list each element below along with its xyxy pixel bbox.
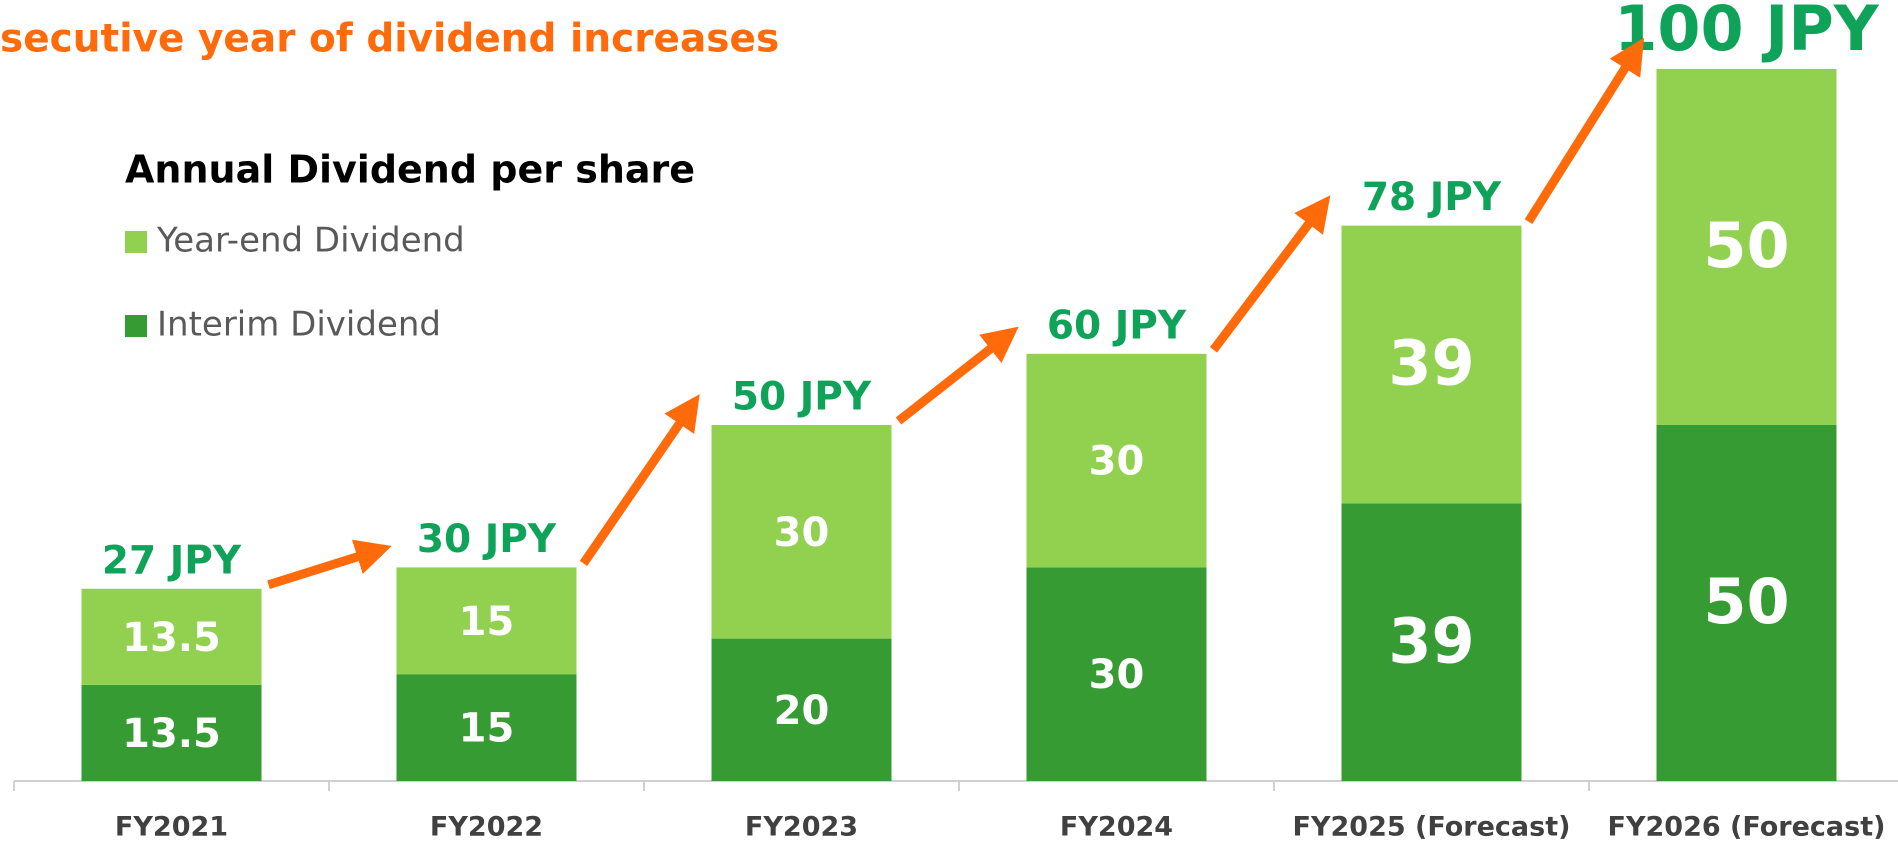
bar-segment: [1341, 225, 1522, 504]
bar-segment: [1026, 567, 1207, 781]
total-label: 27 JPY: [102, 538, 242, 583]
x-tick-label: FY2023: [745, 812, 858, 843]
trend-arrow: [895, 326, 1019, 425]
segment-label: 50: [1703, 209, 1789, 282]
segment-label: 30: [774, 510, 830, 556]
segment-label: 30: [1089, 439, 1145, 485]
segment-label: 50: [1703, 565, 1789, 638]
bar-segment: [1026, 353, 1207, 568]
trend-arrow: [1524, 37, 1645, 225]
legend-swatch: [125, 315, 147, 337]
chart-title: secutive year of dividend increases: [0, 17, 779, 62]
legend-label: Interim Dividend: [157, 305, 441, 345]
segment-label: 13.5: [122, 615, 221, 661]
bar-segment: [396, 674, 577, 781]
bar-segment: [81, 588, 262, 685]
bar-segment: [711, 638, 892, 781]
segment-label: 20: [774, 688, 830, 734]
bar-segment: [1656, 425, 1837, 781]
trend-arrow: [1209, 195, 1331, 353]
total-label: 30 JPY: [417, 517, 557, 562]
x-tick-label: FY2026 (Forecast): [1608, 812, 1886, 843]
segment-label: 39: [1388, 604, 1474, 677]
segment-label: 15: [459, 599, 515, 645]
total-label: 60 JPY: [1047, 303, 1187, 348]
segment-label: 39: [1388, 327, 1474, 400]
total-label: 50 JPY: [732, 375, 872, 420]
bar-segment: [1656, 69, 1837, 425]
x-tick-label: FY2022: [430, 812, 543, 843]
bar-segment: [711, 425, 892, 639]
segment-label: 15: [459, 706, 515, 752]
legend-swatch: [125, 231, 147, 253]
segment-label: 30: [1089, 652, 1145, 698]
legend-label: Year-end Dividend: [156, 221, 465, 261]
bar-segment: [396, 567, 577, 675]
x-tick-label: FY2021: [115, 812, 228, 843]
x-tick-label: FY2024: [1060, 812, 1173, 843]
bar-segment: [81, 684, 262, 781]
x-tick-label: FY2025 (Forecast): [1293, 812, 1571, 843]
total-label: 100 JPY: [1614, 0, 1880, 65]
trend-arrow: [579, 394, 700, 566]
segment-label: 13.5: [122, 711, 221, 757]
total-label: 78 JPY: [1362, 175, 1502, 220]
legend-title: Annual Dividend per share: [125, 148, 695, 192]
bar-segment: [1341, 503, 1522, 781]
trend-arrow: [267, 539, 392, 590]
